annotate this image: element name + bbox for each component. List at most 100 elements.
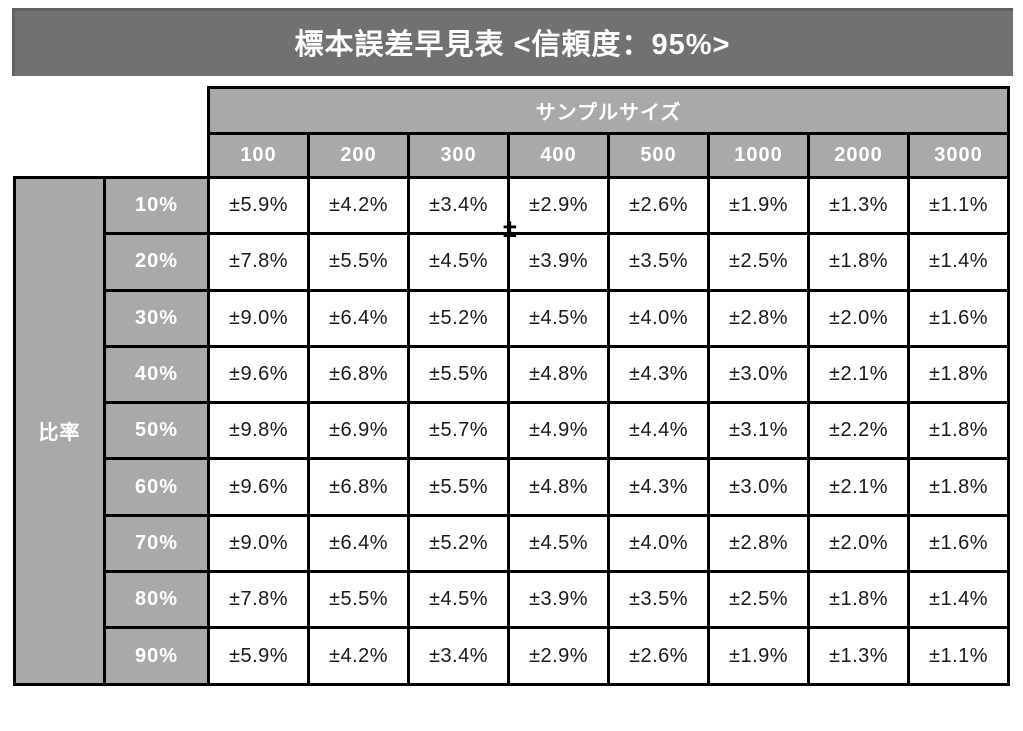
- ratio-axis-label: 比率: [13, 176, 106, 686]
- error-cell: ±4.9%: [507, 401, 610, 461]
- error-cell: ±9.0%: [207, 288, 310, 348]
- error-cell: ±1.3%: [807, 175, 910, 236]
- row-header-20%: 20%: [103, 232, 210, 292]
- error-cell: ±1.6%: [907, 513, 1010, 574]
- error-cell: ±2.6%: [607, 175, 710, 236]
- stray-plus-minus-artifact: ±: [503, 215, 517, 243]
- error-cell: ±2.2%: [807, 401, 910, 461]
- error-cell: ±1.8%: [907, 457, 1010, 517]
- error-cell: ±3.5%: [607, 232, 710, 292]
- row-header-30%: 30%: [103, 288, 210, 348]
- error-cell: ±5.2%: [407, 513, 510, 574]
- error-cell: ±1.1%: [907, 626, 1010, 686]
- error-cell: ±4.2%: [307, 626, 410, 686]
- error-cell: ±4.8%: [507, 457, 610, 517]
- error-cell: ±1.8%: [807, 232, 910, 292]
- column-header-400: 400: [507, 132, 610, 179]
- table-row: 40% ±9.6% ±6.8% ±5.5% ±4.8% ±4.3% ±3.0% ±2.1% ±1…: [15, 344, 1010, 405]
- error-cell: ±4.5%: [407, 232, 510, 292]
- error-cell: ±2.1%: [807, 457, 910, 517]
- error-cell: ±3.9%: [507, 232, 610, 292]
- error-cell: ±1.9%: [707, 626, 810, 686]
- error-cell: ±5.5%: [307, 232, 410, 292]
- error-cell: ±6.4%: [307, 513, 410, 574]
- column-header-200: 200: [307, 132, 410, 179]
- table-row: 50% ±9.8% ±6.9% ±5.7% ±4.9% ±4.4% ±3.1% ±2.2% ±1…: [15, 401, 1010, 461]
- table-row: 比率 10% ±5.9% ±4.2% ±3.4% ±2.9% ±2.6% ±1.9% ±1.3%…: [13, 175, 1010, 686]
- error-cell: ±3.4%: [407, 175, 510, 236]
- error-cell: ±4.5%: [407, 570, 510, 630]
- error-cell: ±1.8%: [807, 570, 910, 630]
- error-cell: ±5.7%: [407, 401, 510, 461]
- title-bar: 標本誤差早見表 <信頼度：95%>: [12, 8, 1013, 76]
- row-header-60%: 60%: [103, 457, 210, 517]
- sample-size-group-header: サンプルサイズ: [207, 86, 1010, 135]
- page-title: 標本誤差早見表 <信頼度：95%>: [294, 29, 731, 61]
- error-cell: ±4.2%: [307, 175, 410, 236]
- error-cell: ±4.4%: [607, 401, 710, 461]
- error-cell: ±7.8%: [207, 232, 310, 292]
- table-row: 70% ±9.0% ±6.4% ±5.2% ±4.5% ±4.0% ±2.8% ±2.0% ±1…: [15, 513, 1010, 574]
- row-header-50%: 50%: [103, 401, 210, 461]
- error-cell: ±9.0%: [207, 513, 310, 574]
- column-header-100: 100: [207, 132, 310, 179]
- table-row: 60% ±9.6% ±6.8% ±5.5% ±4.8% ±4.3% ±3.0% ±2.1% ±1…: [15, 457, 1010, 517]
- error-cell: ±2.1%: [807, 344, 910, 405]
- error-cell: ±2.6%: [607, 626, 710, 686]
- error-cell: ±4.0%: [607, 288, 710, 348]
- error-cell: ±3.0%: [707, 344, 810, 405]
- error-cell: ±4.5%: [507, 288, 610, 348]
- table-row: 20% ±7.8% ±5.5% ±4.5% ±3.9% ±3.5% ±2.5% ±1.8% ±1…: [15, 232, 1010, 292]
- error-cell: ±3.4%: [407, 626, 510, 686]
- error-cell: ±1.3%: [807, 626, 910, 686]
- error-cell: ±5.5%: [407, 457, 510, 517]
- error-cell: ±1.4%: [907, 570, 1010, 630]
- error-cell: ±5.9%: [207, 626, 310, 686]
- column-header-300: 300: [407, 132, 510, 179]
- error-cell: ±6.4%: [307, 288, 410, 348]
- error-cell: ±5.9%: [207, 175, 310, 236]
- corner-blank: [14, 87, 209, 178]
- column-header-1000: 1000: [707, 132, 810, 179]
- error-cell: ±9.6%: [207, 344, 310, 405]
- error-cell: ±7.8%: [207, 570, 310, 630]
- column-header-3000: 3000: [907, 132, 1010, 179]
- error-cell: ±2.0%: [807, 513, 910, 574]
- row-header-80%: 80%: [103, 570, 210, 630]
- error-cell: ±2.0%: [807, 288, 910, 348]
- error-cell: ±5.2%: [407, 288, 510, 348]
- error-cell: ±1.9%: [707, 175, 810, 236]
- error-cell: ±4.5%: [507, 513, 610, 574]
- error-cell: ±2.8%: [707, 288, 810, 348]
- error-cell: ±9.6%: [207, 457, 310, 517]
- error-cell: ±6.8%: [307, 344, 410, 405]
- error-cell: ±6.9%: [307, 401, 410, 461]
- error-cell: ±1.6%: [907, 288, 1010, 348]
- error-cell: ±2.8%: [707, 513, 810, 574]
- error-cell: ±2.5%: [707, 232, 810, 292]
- error-cell: ±4.3%: [607, 457, 710, 517]
- column-header-2000: 2000: [807, 132, 910, 179]
- table-row: 80% ±7.8% ±5.5% ±4.5% ±3.9% ±3.5% ±2.5% ±1.8% ±1…: [15, 570, 1010, 630]
- row-header-10%: 10%: [103, 175, 210, 236]
- table-row: 90% ±5.9% ±4.2% ±3.4% ±2.9% ±2.6% ±1.9% ±1.3% ±1…: [15, 626, 1010, 686]
- table-row: 30% ±9.0% ±6.4% ±5.2% ±4.5% ±4.0% ±2.8% ±2.0% ±1…: [15, 288, 1010, 348]
- error-cell: ±4.0%: [607, 513, 710, 574]
- error-cell: ±6.8%: [307, 457, 410, 517]
- error-cell: ±5.5%: [407, 344, 510, 405]
- error-cell: ±3.0%: [707, 457, 810, 517]
- error-cell: ±5.5%: [307, 570, 410, 630]
- error-cell: ±2.9%: [507, 626, 610, 686]
- row-header-90%: 90%: [103, 626, 210, 686]
- error-cell: ±4.3%: [607, 344, 710, 405]
- error-cell: ±1.8%: [907, 401, 1010, 461]
- error-cell: ±4.8%: [507, 344, 610, 405]
- sampling-error-table: サンプルサイズ 100 200 300 400 500 1000 2000 3000 比率 10% ±…: [13, 86, 1010, 686]
- error-cell: ±1.4%: [907, 232, 1010, 292]
- error-cell: ±3.9%: [507, 570, 610, 630]
- error-cell: ±2.5%: [707, 570, 810, 630]
- error-cell: ±3.5%: [607, 570, 710, 630]
- row-header-40%: 40%: [103, 344, 210, 405]
- error-cell: ±1.8%: [907, 344, 1010, 405]
